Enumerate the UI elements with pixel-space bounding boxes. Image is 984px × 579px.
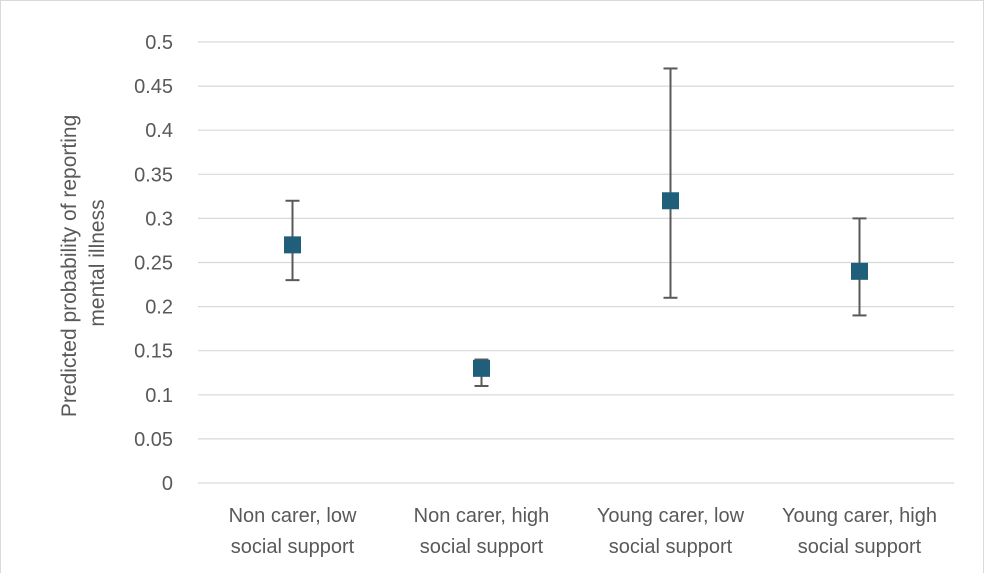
y-tick-label: 0: [162, 473, 173, 495]
data-markers: [284, 192, 868, 377]
x-category-label: Young carer, high social support: [782, 505, 937, 558]
y-tick-label: 0.05: [134, 429, 173, 451]
error-bar: [663, 67, 678, 299]
y-tick-label: 0.5: [145, 32, 173, 54]
y-tick-label: 0.45: [134, 76, 173, 98]
y-tick-label: 0.25: [134, 253, 173, 275]
data-point-marker: [473, 359, 490, 377]
x-category-label: Young carer, low social support: [597, 505, 745, 558]
x-category-label-line: Young carer, high: [782, 505, 937, 527]
x-category-label-line: social support: [798, 536, 922, 558]
error-bars: [285, 67, 867, 387]
x-category-label-line: social support: [420, 536, 544, 558]
y-tick-label: 0.1: [145, 385, 173, 407]
y-tick-label: 0.15: [134, 341, 173, 363]
x-category-label-line: social support: [609, 536, 733, 558]
data-point-marker: [662, 192, 679, 210]
y-tick-label: 0.4: [145, 120, 173, 142]
data-point-marker: [284, 236, 301, 254]
y-tick-label: 0.35: [134, 164, 173, 186]
y-axis-ticks: 0 0.05 0.1 0.15 0.2 0.25 0.3 0.35 0.4 0.45 0.5: [134, 32, 173, 495]
x-category-label: Non carer, high social support: [414, 505, 550, 558]
y-axis-title: Predicted probability of reporting menta…: [58, 109, 109, 417]
x-category-label-line: Non carer, high: [414, 505, 550, 527]
gridlines: [198, 41, 954, 484]
x-category-label-line: Young carer, low: [597, 505, 745, 527]
x-category-label: Non carer, low social support: [229, 505, 357, 558]
y-tick-label: 0.2: [145, 297, 173, 319]
y-tick-label: 0.3: [145, 208, 173, 230]
x-category-label-line: social support: [231, 536, 355, 558]
x-category-label-line: Non carer, low: [229, 505, 357, 527]
data-point-marker: [851, 262, 868, 280]
y-axis-title-line-2: mental illness: [86, 199, 109, 326]
y-axis-title-line-1: Predicted probability of reporting: [58, 115, 81, 417]
